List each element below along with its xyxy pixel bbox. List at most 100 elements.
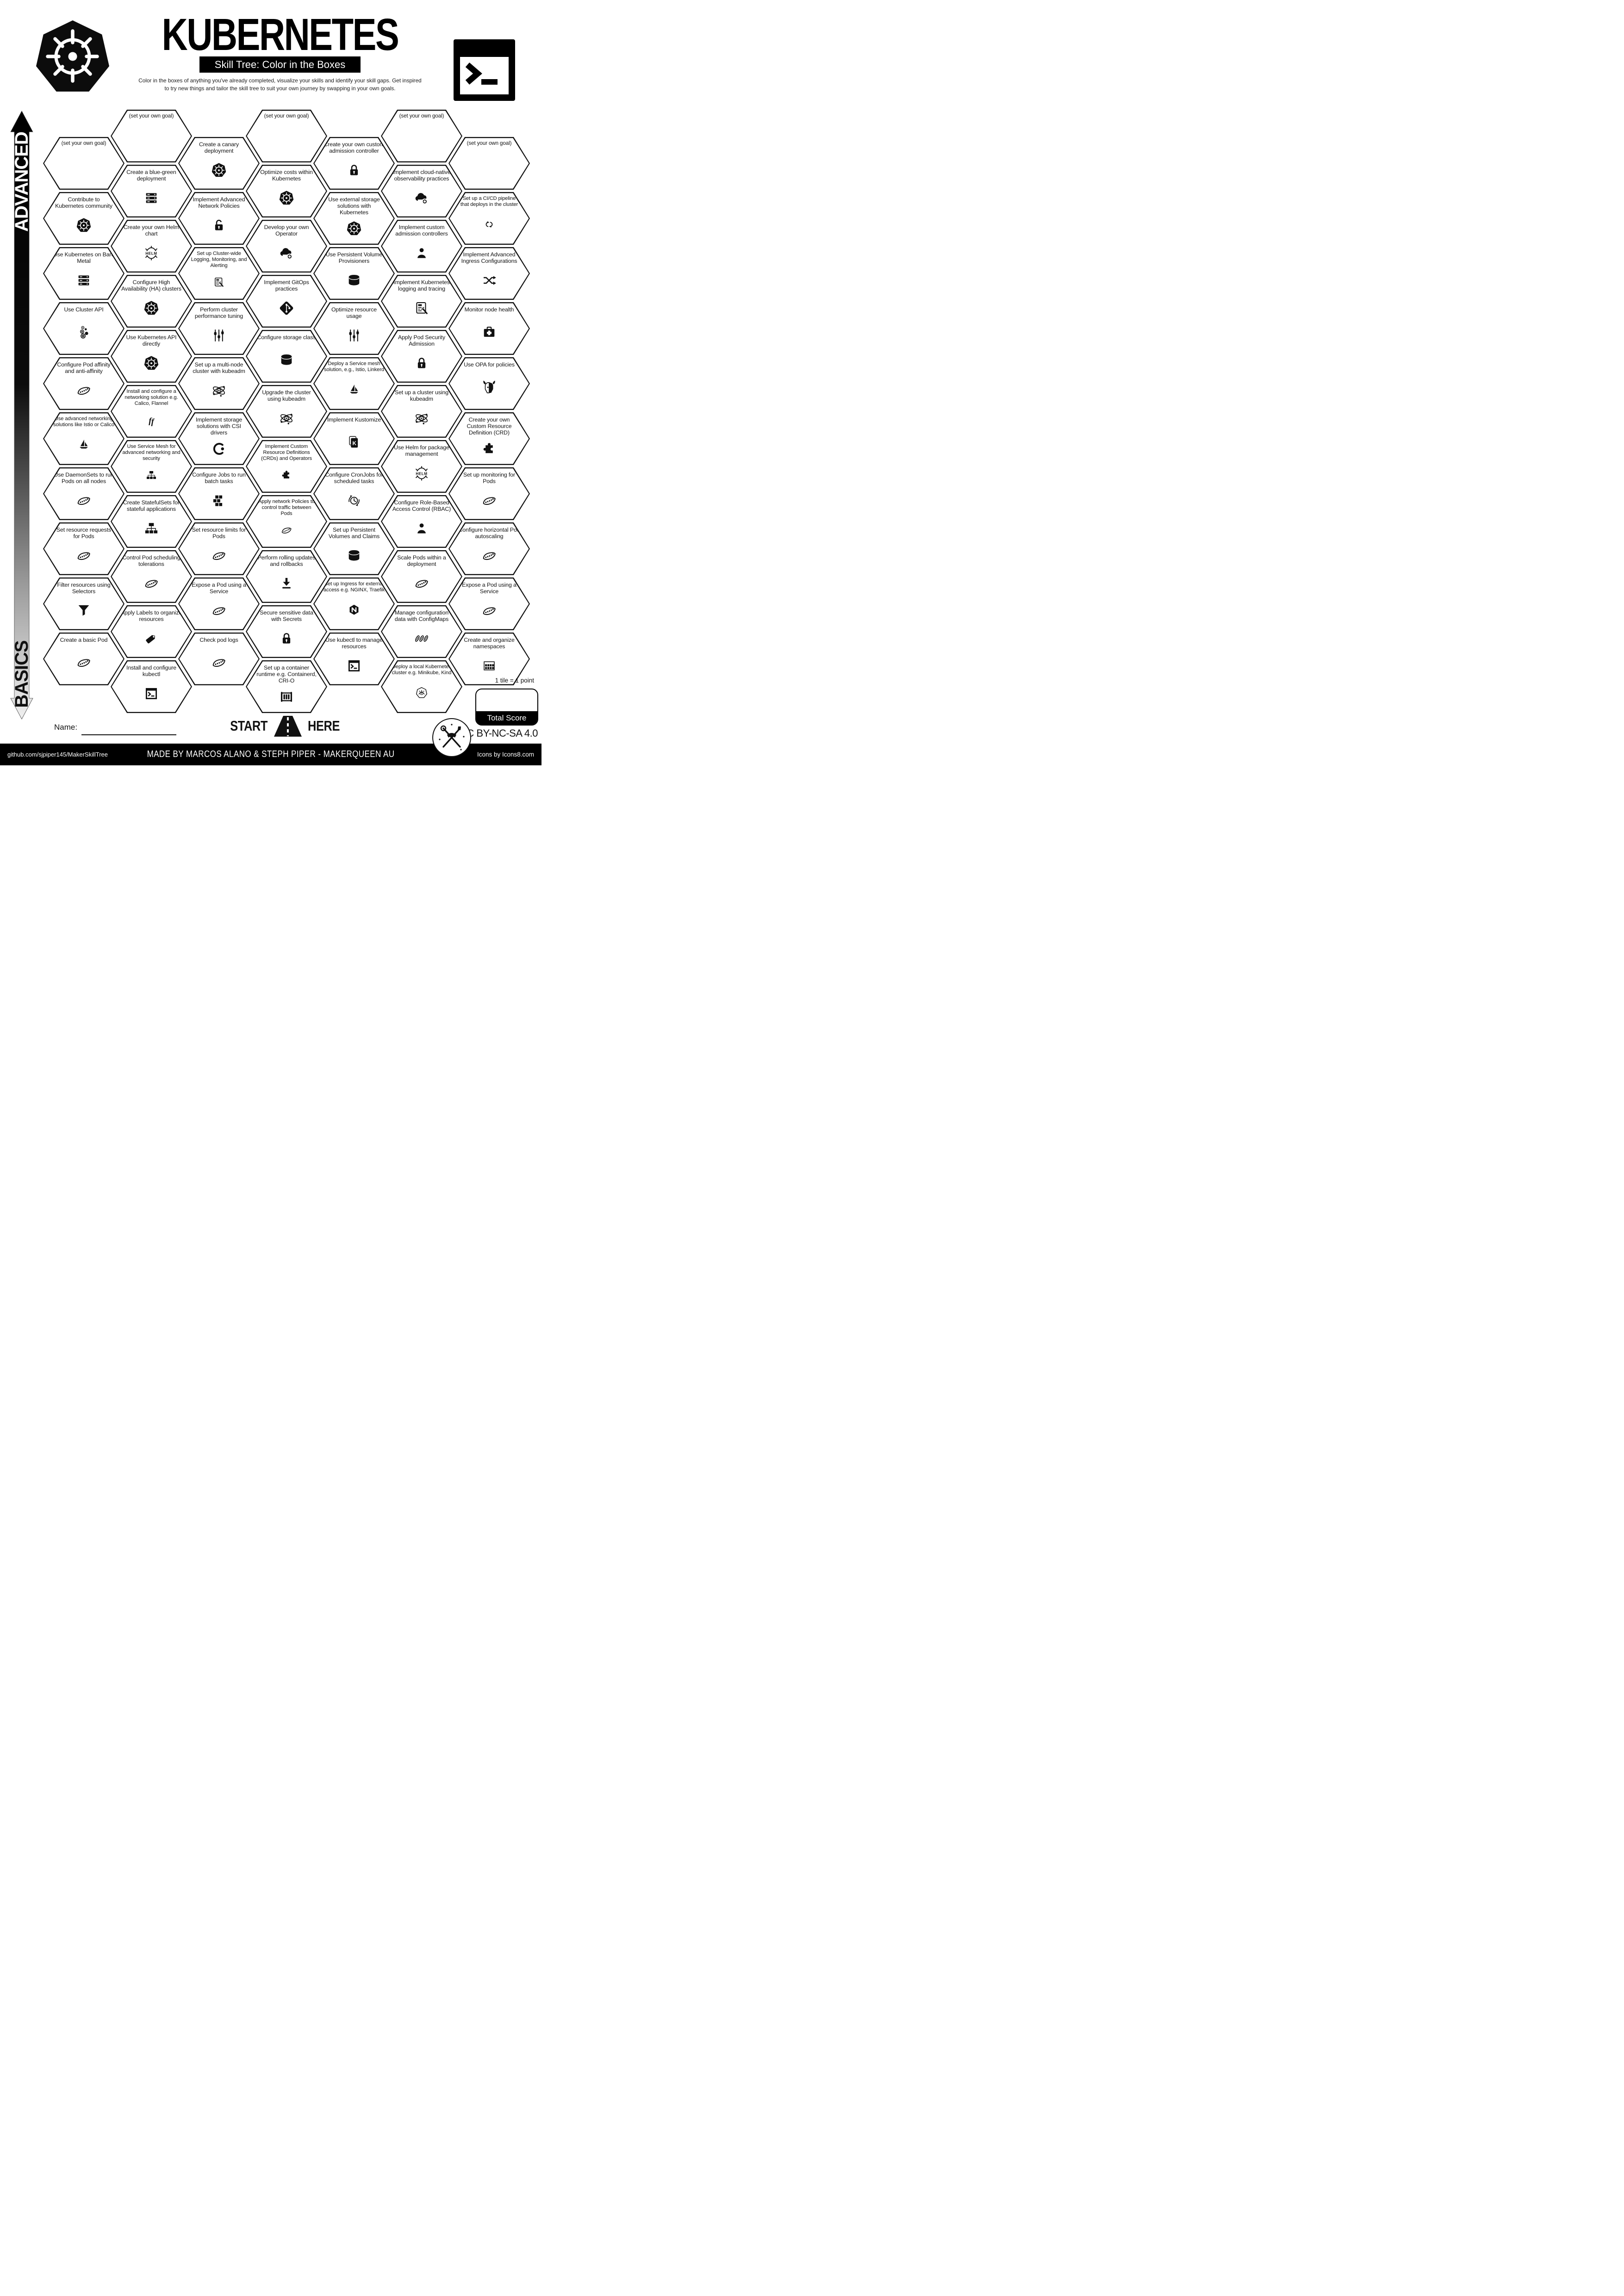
tile-label: Create your own custom admission control… <box>324 141 385 155</box>
total-score-box[interactable]: Total Score <box>475 689 538 726</box>
skill-tile[interactable]: Deploy a Service mesh solution, e.g., Is… <box>313 357 395 410</box>
tile-label: Create a basic Pod <box>60 637 108 644</box>
tile-label: Set up a cluster using kubeadm <box>394 389 449 403</box>
skill-tile[interactable]: Set up a container runtime e.g. Containe… <box>246 660 327 713</box>
skill-tile[interactable]: Set up Cluster-wide Logging, Monitoring,… <box>178 247 260 300</box>
skill-tile[interactable]: Create a basic Pod <box>43 633 124 685</box>
hex-tile-face: Configure horizontal Pod autoscaling <box>449 523 529 574</box>
name-input-line[interactable] <box>81 734 176 735</box>
goal-tile[interactable]: (set your own goal) <box>246 110 327 162</box>
skill-tile[interactable]: Set up Ingress for external access e.g. … <box>313 577 395 630</box>
skill-tile[interactable]: Configure storage class <box>246 330 327 383</box>
skill-tile[interactable]: Configure Jobs to run batch tasks <box>178 467 260 520</box>
skill-tile[interactable]: Implement custom admission controllers <box>381 220 462 273</box>
skill-tile[interactable]: Create a blue-green deployment <box>111 165 192 217</box>
skill-tile[interactable]: Use kubectl to manage resources <box>313 633 395 685</box>
tile-label: Configure Role-Based Access Control (RBA… <box>392 499 451 513</box>
pod-icon <box>276 517 297 544</box>
skill-tile[interactable]: Create your own custom admission control… <box>313 137 395 190</box>
skill-tile[interactable]: Create a canary deployment <box>178 137 260 190</box>
skill-tile[interactable]: Apply Pod Security Admission <box>381 330 462 383</box>
tile-label: Develop your own Operator <box>264 224 309 237</box>
skill-tile[interactable]: Use Persistent Volume Provisioners <box>313 247 395 300</box>
goal-tile[interactable]: (set your own goal) <box>111 110 192 162</box>
tree-icon <box>141 462 162 489</box>
skill-tile[interactable]: Create StatefulSets for stateful applica… <box>111 495 192 548</box>
skill-tile[interactable]: Develop your own Operator <box>246 220 327 273</box>
skill-tile[interactable]: Configure High Availability (HA) cluster… <box>111 275 192 328</box>
skill-tile[interactable]: Implement Kubernetes logging and tracing <box>381 275 462 328</box>
csi-icon <box>208 437 230 461</box>
goal-tile[interactable]: (set your own goal) <box>381 110 462 162</box>
skill-tile[interactable]: Manage configuration data with ConfigMap… <box>381 605 462 658</box>
skill-tile[interactable]: Implement Kustomize K <box>313 412 395 465</box>
hex-tile-face: Apply Pod Security Admission <box>382 331 461 382</box>
goal-tile[interactable]: (set your own goal) <box>448 137 530 190</box>
skill-tile[interactable]: Install and configure a networking solut… <box>111 385 192 438</box>
skill-tile[interactable]: Use Helm for package management HELM <box>381 440 462 493</box>
skill-tile[interactable]: Create and organize namespaces <box>448 633 530 685</box>
skill-tile[interactable]: Configure horizontal Pod autoscaling <box>448 522 530 575</box>
skill-tile[interactable]: Contribute to Kubernetes community <box>43 192 124 245</box>
skill-tile[interactable]: Use DaemonSets to run Pods on all nodes <box>43 467 124 520</box>
tile-label: Use Kubernetes API directly <box>126 334 177 348</box>
skill-tile[interactable]: Perform rolling updates and rollbacks <box>246 550 327 603</box>
skill-tile[interactable]: Set resource limits for Pods <box>178 522 260 575</box>
skill-tile[interactable]: Create your own Helm chart HELM <box>111 220 192 273</box>
tile-label: (set your own goal) <box>467 140 512 147</box>
difficulty-axis: ADVANCED BASICS <box>0 0 46 765</box>
skill-tile[interactable]: Scale Pods within a deployment <box>381 550 462 603</box>
skill-tile[interactable]: Monitor node health <box>448 302 530 355</box>
skill-tile[interactable]: Install and configure kubectl <box>111 660 192 713</box>
skill-tile[interactable]: Use Kubernetes API directly <box>111 330 192 383</box>
skill-tile[interactable]: Set up a CI/CD pipeline that deploys in … <box>448 192 530 245</box>
skill-tile[interactable]: Use Service Mesh for advanced networking… <box>111 440 192 493</box>
skill-tile[interactable]: Use Cluster API <box>43 302 124 355</box>
total-score-label: Total Score <box>476 711 537 725</box>
tile-label: Configure Jobs to run batch tasks <box>192 472 246 485</box>
skill-tile[interactable]: Control Pod scheduling tolerations <box>111 550 192 603</box>
kubeadm-icon <box>276 403 297 434</box>
skill-tile[interactable]: Set resource requests for Pods <box>43 522 124 575</box>
skill-tile[interactable]: Optimize resource usage <box>313 302 395 355</box>
skill-tile[interactable]: Implement storage solutions with CSI dri… <box>178 412 260 465</box>
skill-tile[interactable]: Set up a cluster using kubeadm <box>381 385 462 438</box>
skill-tile[interactable]: Use external storage solutions with Kube… <box>313 192 395 245</box>
skill-tile[interactable]: Optimize costs within Kubernetes <box>246 165 327 217</box>
skill-tile[interactable]: Set up Persistent Volumes and Claims <box>313 522 395 575</box>
skill-tile[interactable]: Implement Custom Resource Definitions (C… <box>246 440 327 493</box>
hex-tile-face: Create a blue-green deployment <box>112 166 191 217</box>
skill-tile[interactable]: Configure Role-Based Access Control (RBA… <box>381 495 462 548</box>
goal-tile[interactable]: (set your own goal) <box>43 137 124 190</box>
hex-tile-face: Scale Pods within a deployment <box>382 551 461 602</box>
skill-tile[interactable]: Implement GitOps practices <box>246 275 327 328</box>
skill-tile[interactable]: Upgrade the cluster using kubeadm <box>246 385 327 438</box>
skill-tile[interactable]: Configure Pod affinity and anti-affinity <box>43 357 124 410</box>
skill-tile[interactable]: Perform cluster performance tuning <box>178 302 260 355</box>
tile-label: Use Cluster API <box>64 306 104 313</box>
skill-tile[interactable]: Configure CronJobs for scheduled tasks <box>313 467 395 520</box>
tile-label: Set up Ingress for external access e.g. … <box>323 581 385 593</box>
sliders-icon <box>343 320 365 351</box>
skill-tile[interactable]: Implement Advanced Network Policies <box>178 192 260 245</box>
skill-tile[interactable]: Filter resources using Selectors <box>43 577 124 630</box>
skill-tile[interactable]: Use advanced networking solutions like I… <box>43 412 124 465</box>
skill-tile[interactable]: Apply Labels to organize resources <box>111 605 192 658</box>
skill-tile[interactable]: Use Kubernetes on Bare Metal <box>43 247 124 300</box>
skill-tile[interactable]: Implement Advanced Ingress Configuration… <box>448 247 530 300</box>
skill-tile[interactable]: Deploy a local Kubernetes cluster e.g. M… <box>381 660 462 713</box>
svg-text:K: K <box>352 441 356 447</box>
skill-tile[interactable]: Check pod logs <box>178 633 260 685</box>
hex-tile-face: Create your own custom admission control… <box>314 138 394 189</box>
skill-tile[interactable]: Implement cloud-native observability pra… <box>381 165 462 217</box>
skill-tile[interactable]: Expose a Pod using a Service <box>178 577 260 630</box>
tile-label: Implement Kubernetes logging and tracing <box>393 279 450 292</box>
skill-tile[interactable]: Apply network Policies to control traffi… <box>246 495 327 548</box>
skill-tile[interactable]: Set up a multi-node cluster with kubeadm <box>178 357 260 410</box>
skill-tile[interactable]: Create your own Custom Resource Definiti… <box>448 412 530 465</box>
skill-tile[interactable]: Use OPA for policies <box>448 357 530 410</box>
skill-tile[interactable]: Set up monitoring for Pods <box>448 467 530 520</box>
skill-tile[interactable]: Secure sensitive data with Secrets <box>246 605 327 658</box>
skill-tile[interactable]: Expose a Pod using a Service <box>448 577 530 630</box>
hex-tile-face: Configure CronJobs for scheduled tasks <box>314 468 394 519</box>
